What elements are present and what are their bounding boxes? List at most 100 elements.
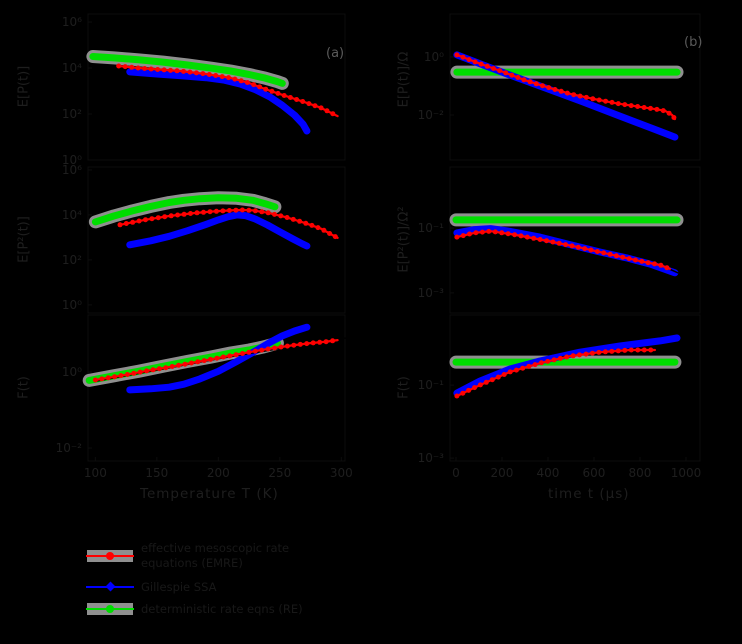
series-EMRE-marker (615, 348, 621, 354)
series-EMRE-marker (232, 76, 238, 82)
series-SSA-line (453, 225, 679, 277)
series-EMRE-marker (290, 216, 296, 222)
series-EMRE-marker (540, 83, 545, 89)
series-EMRE-marker (556, 240, 562, 246)
x-tick-label-right-bottom: 1000 (670, 466, 702, 480)
x-tick-label-right-bottom: 400 (536, 466, 560, 480)
series-EMRE-marker (583, 351, 589, 357)
series-EMRE-marker (263, 86, 269, 92)
series-EMRE-marker (454, 393, 460, 399)
axes-frame (449, 13, 701, 161)
series-EMRE-marker (327, 231, 333, 236)
series-EMRE-marker (136, 218, 142, 224)
series-EMRE-marker (142, 66, 148, 71)
series-EMRE-marker (226, 208, 232, 213)
series-EMRE-marker (323, 339, 329, 345)
series-EMRE-marker (466, 387, 472, 393)
series-EMRE-marker (284, 215, 290, 220)
series-SSA-line (126, 68, 311, 135)
series-EMRE-marker (117, 222, 123, 228)
y-tick-label-left-top: 10² (61, 107, 82, 122)
series-EMRE-marker (552, 87, 558, 92)
series-EMRE-marker (238, 78, 244, 84)
y-tick-label-right-bottom: 10⁻¹ (417, 378, 444, 393)
series-EMRE-marker (168, 67, 173, 73)
series-EMRE-marker (330, 338, 336, 344)
axes-frame (87, 13, 346, 161)
series-EMRE-marker (220, 208, 226, 214)
y-tick-label-right-middle: 10⁻³ (417, 285, 444, 300)
series-EMRE-marker (155, 67, 161, 72)
legend-sample-ssa (86, 579, 134, 595)
diamond-marker-icon (105, 581, 116, 592)
series-EMRE-marker (589, 350, 595, 356)
y-tick-label-right-middle: 10⁻¹ (417, 220, 444, 235)
series-EMRE-marker (645, 260, 651, 266)
subplot-left-bottom (82, 314, 346, 462)
subplot-right-bottom (449, 314, 701, 462)
series-EMRE-marker (304, 341, 310, 347)
series-EMRE-marker (201, 358, 207, 364)
series-EMRE-marker (472, 385, 477, 391)
ylabel-left-top: E[P(t)] (16, 65, 32, 108)
series-EMRE-marker (577, 93, 583, 99)
series-EMRE-marker (244, 80, 250, 85)
series-EMRE-marker (531, 235, 537, 241)
series-EMRE-marker (306, 101, 312, 107)
series-EMRE-marker (477, 382, 483, 388)
series-EMRE-marker (626, 256, 632, 262)
series-EMRE-marker (181, 211, 187, 217)
series-EMRE-marker (652, 261, 657, 267)
x-tick-label-right-bottom: 200 (490, 466, 514, 480)
series-EMRE-marker (291, 342, 297, 348)
series-EMRE-marker (297, 341, 303, 347)
series-EMRE-marker (577, 352, 582, 358)
series-EMRE-marker (309, 222, 315, 228)
y-tick-label-left-bottom: 10⁻² (55, 441, 82, 456)
series-EMRE-marker (124, 372, 130, 377)
series-EMRE-marker (214, 355, 220, 361)
series-EMRE-marker (168, 213, 174, 219)
series-EMRE-marker (603, 98, 609, 104)
axes-frame (449, 314, 701, 462)
x-tick-label-right-bottom: 600 (582, 466, 606, 480)
series-EMRE-marker (240, 351, 245, 356)
series-EMRE-marker (213, 73, 219, 78)
axes-frame (87, 166, 346, 314)
x-tick-label-left-bottom: 250 (268, 466, 292, 480)
series-EMRE-marker (226, 75, 232, 81)
series-RE-line (89, 53, 286, 87)
series-EMRE-marker (594, 249, 600, 254)
series-EMRE-marker (201, 209, 206, 215)
series-EMRE-marker (533, 81, 539, 87)
series-EMRE-marker (546, 85, 552, 91)
series-EMRE-marker (527, 79, 533, 85)
series-EMRE-marker (635, 104, 641, 109)
series-EMRE-marker (628, 103, 634, 109)
series-EMRE-marker (287, 95, 293, 100)
panel-label-a: (a) (326, 46, 345, 61)
series-EMRE-marker (601, 250, 607, 256)
legend-entry-re: deterministic rate eqns (RE) (86, 601, 366, 617)
circle-marker-icon (106, 552, 114, 560)
series-EMRE-marker (174, 68, 180, 74)
y-tick-label-left-bottom: 10⁰ (61, 365, 82, 380)
series-EMRE-marker (252, 208, 258, 214)
series-EMRE-marker (602, 349, 608, 355)
series-EMRE-marker (188, 360, 194, 366)
series-EMRE-marker (200, 71, 206, 77)
series-EMRE-marker (628, 347, 634, 353)
series-EMRE-marker (193, 70, 199, 76)
series-EMRE-marker (155, 215, 161, 221)
series-EMRE-marker (144, 368, 150, 374)
series-EMRE-marker (227, 353, 233, 359)
series-EMRE-marker (583, 94, 589, 100)
series-EMRE-marker (582, 246, 588, 252)
series-EMRE-marker (246, 207, 252, 213)
series-EMRE-marker (300, 99, 306, 104)
series-EMRE-marker (484, 63, 490, 69)
x-tick-label-left-bottom: 150 (145, 466, 169, 480)
y-tick-label-right-top: 10⁰ (423, 49, 444, 64)
subplot-left-middle (87, 166, 346, 314)
series-EMRE-marker (187, 69, 193, 75)
